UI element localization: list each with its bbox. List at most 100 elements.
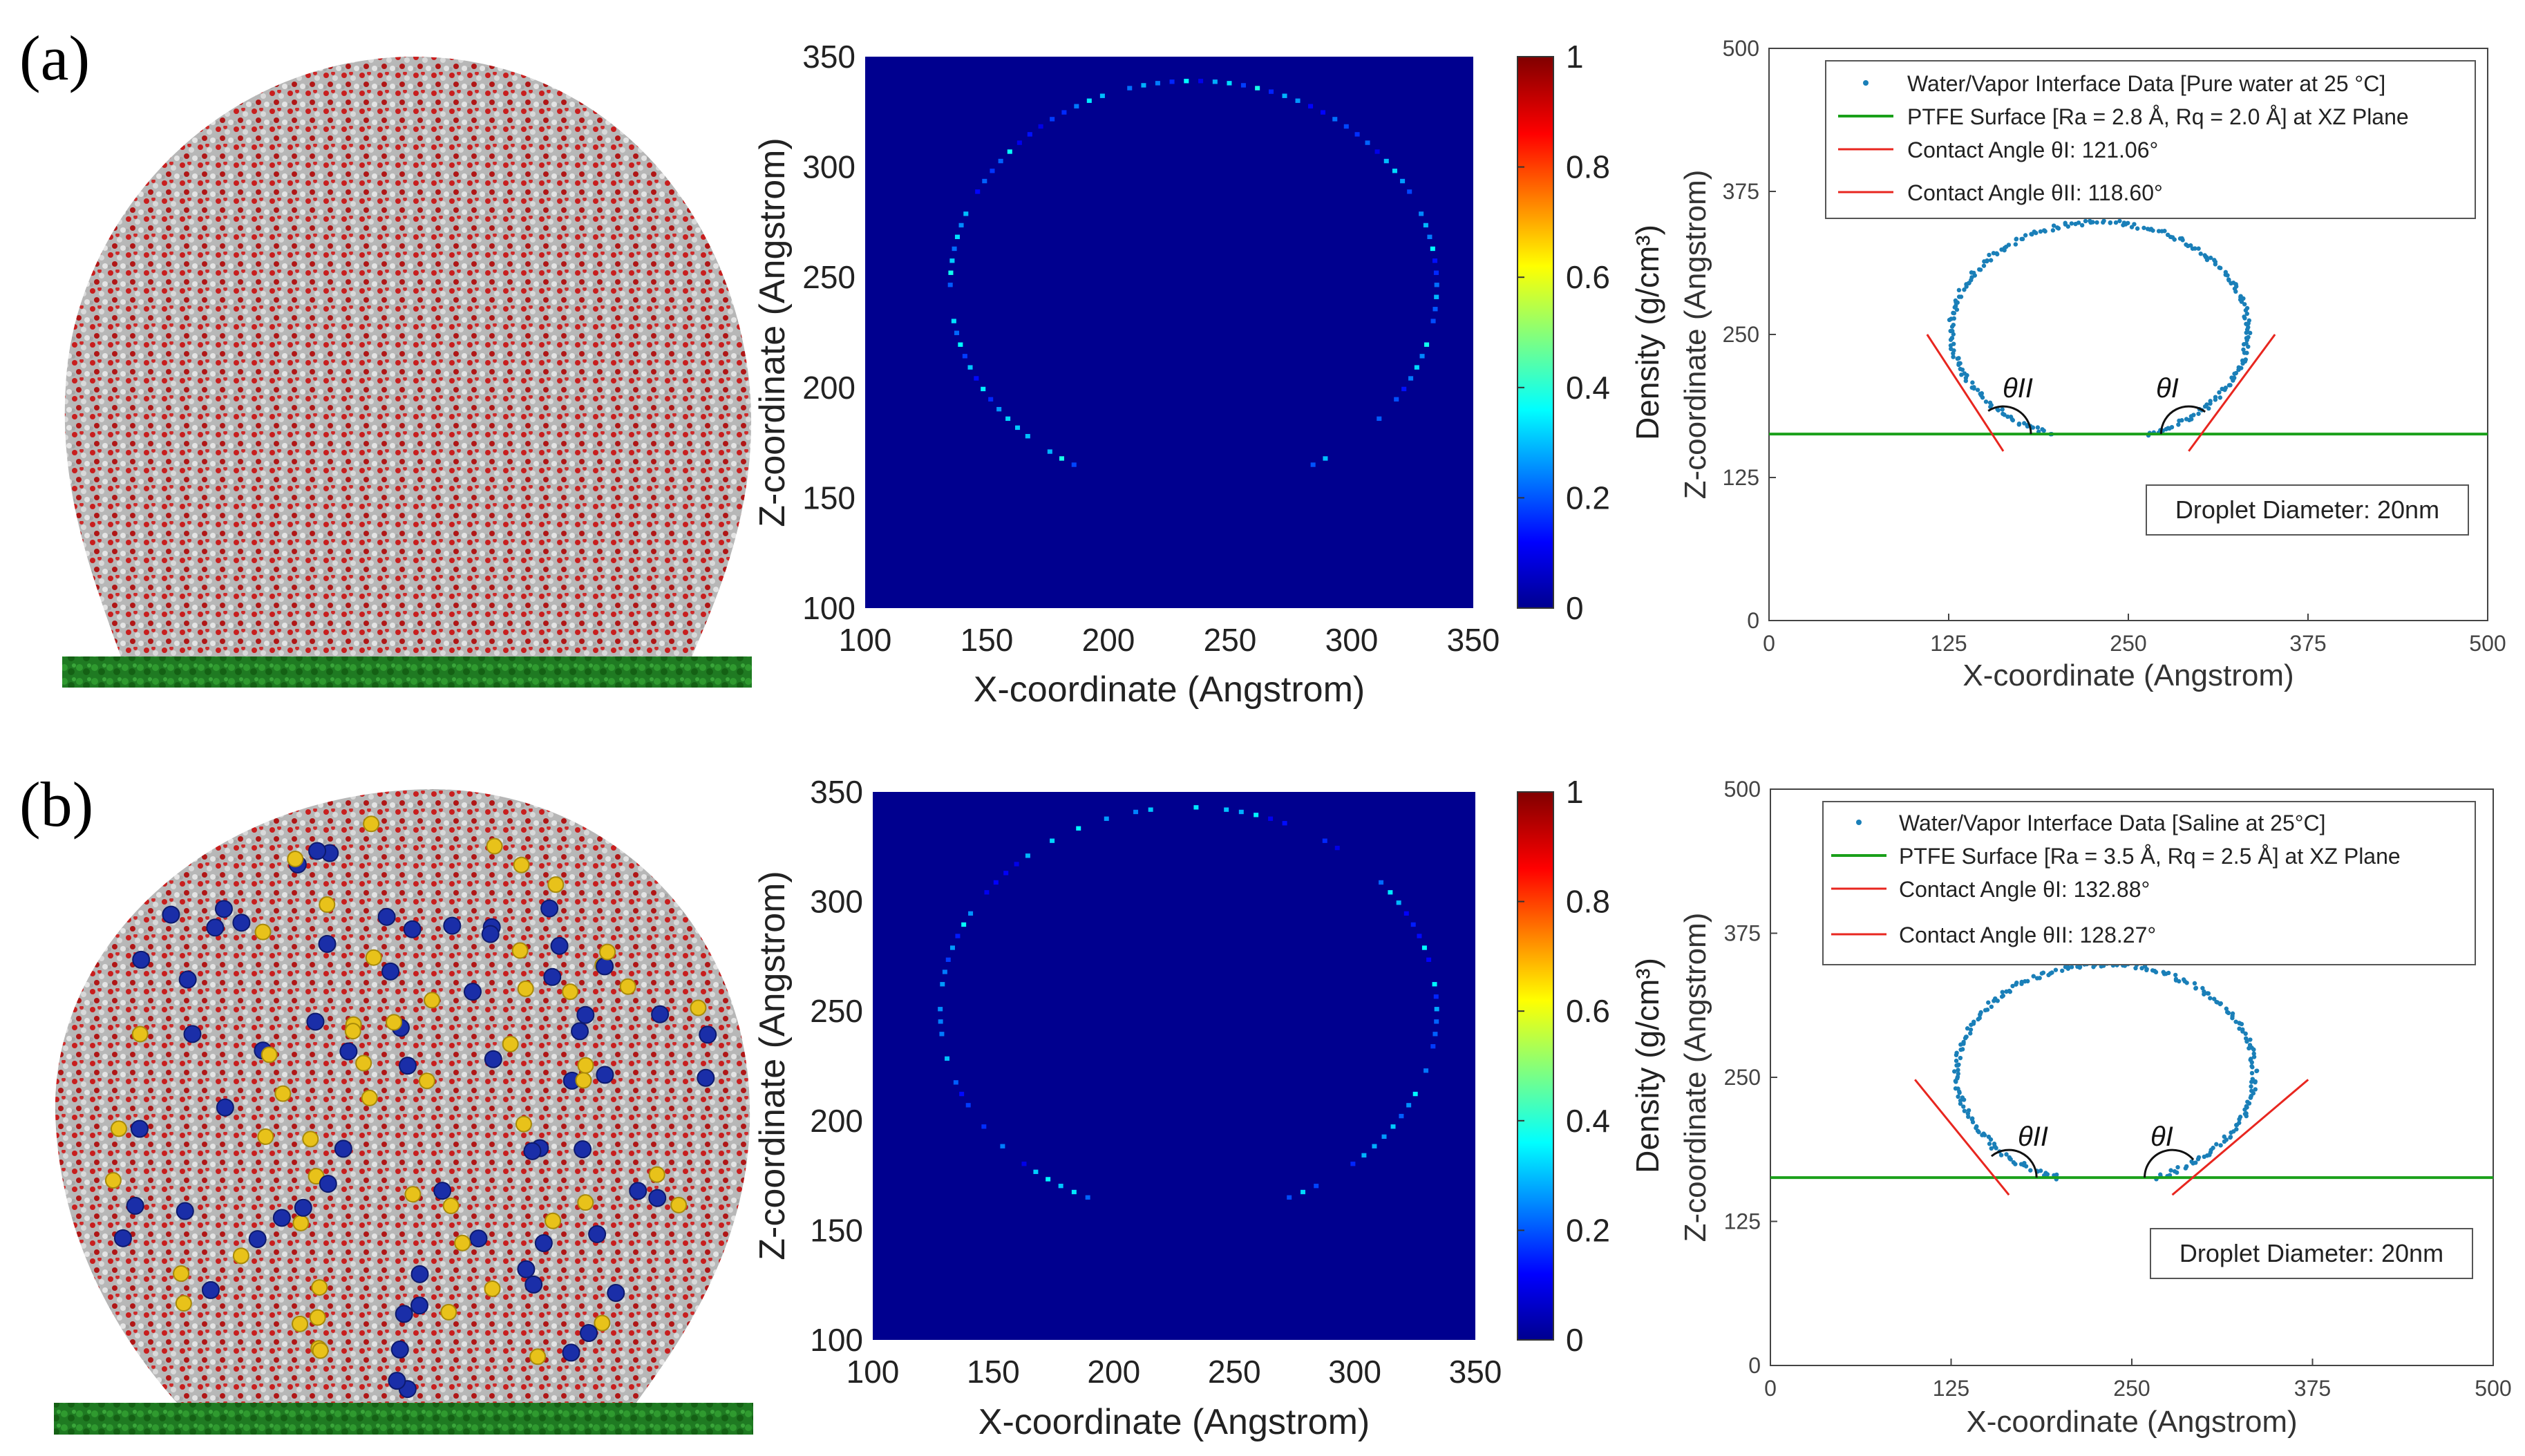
interface-point-b-207 [2249, 1084, 2253, 1089]
interface-point-b-157 [2184, 981, 2189, 985]
interface-point-a-50 [1948, 346, 1954, 352]
interface-point-a-209 [2246, 344, 2251, 349]
heatmap-cell-a-12 [958, 342, 963, 347]
sodium-ion [272, 1209, 291, 1227]
legend-marker-interface-b [1856, 820, 1862, 825]
heatmap-cell-b-49 [1433, 994, 1439, 999]
interface-point-b-52 [1953, 1086, 1958, 1091]
heatmap-cell-a-9 [974, 376, 979, 381]
panel-label-a: (a) [19, 23, 90, 93]
heatmap-cell-a-77 [1310, 462, 1316, 467]
sodium-ion [403, 920, 422, 938]
heatmap-cell-b-31 [1148, 807, 1153, 812]
colorbar-ticks-a: 0 0.2 0.4 0.6 0.8 1 [1517, 39, 1610, 626]
chloride-ion [486, 838, 503, 855]
interface-point-a-33 [1969, 385, 1974, 390]
contact-y-label-b: Z-coordinate (Angstrom) [1678, 913, 1712, 1242]
heatmap-cell-b-14 [938, 1007, 943, 1012]
interface-point-a-46 [1955, 356, 1960, 361]
panel-label-b: (b) [19, 769, 93, 840]
sodium-ion [648, 1189, 667, 1207]
heatmap-cell-a-49 [1320, 110, 1326, 115]
heatmap-cell-a-51 [1343, 124, 1349, 129]
heatmap-cell-a-20 [958, 223, 964, 228]
interface-point-b-184 [2240, 1029, 2245, 1034]
legend-entry-angle1-b: Contact Angle θI: 132.88° [1899, 877, 2150, 902]
interface-point-b-205 [2253, 1079, 2258, 1085]
interface-point-a-177 [2225, 273, 2230, 278]
chloride-ion [599, 943, 616, 961]
sodium-ion [334, 1140, 352, 1158]
heatmap-cell-a-43 [1240, 83, 1246, 88]
heatmap-cell-a-1 [1059, 456, 1064, 461]
interface-point-b-85 [1978, 1010, 1983, 1015]
interface-point-b-246 [2189, 1159, 2194, 1164]
sodium-ion [248, 1230, 267, 1249]
interface-point-b-146 [2153, 970, 2159, 975]
legend-entry-surface-b: PTFE Surface [Ra = 3.5 Å, Rq = 2.5 Å] at… [1899, 844, 2401, 869]
heatmap-cell-a-39 [1184, 79, 1189, 84]
diameter-frame-b [2150, 1228, 2473, 1279]
interface-point-b-249 [2183, 1166, 2188, 1171]
heatmap-cell-b-6 [1000, 1144, 1005, 1148]
interface-point-a-114 [2050, 228, 2056, 233]
chloride-ion [173, 1265, 190, 1283]
chloride-ion [232, 1247, 249, 1265]
heatmap-cell-b-29 [1104, 816, 1109, 821]
heatmap-cell-a-33 [1086, 98, 1092, 103]
interface-point-b-160 [2193, 985, 2199, 990]
interface-point-a-18 [2001, 411, 2005, 417]
heatmap-cell-b-28 [1076, 826, 1081, 831]
heatmap-y-label-b: Z-coordinate (Angstrom) [753, 871, 793, 1260]
interface-point-b-105 [2025, 978, 2030, 984]
heatmap-cell-a-65 [1434, 283, 1439, 287]
chloride-ion [365, 949, 382, 966]
sodium-ion [629, 1182, 647, 1200]
interface-point-b-64 [1958, 1055, 1963, 1061]
interface-point-a-68 [1954, 303, 1958, 308]
heatmap-cell-a-18 [952, 246, 957, 252]
heatmap-cell-a-57 [1400, 178, 1406, 184]
contact-x-tick-a-3: 375 [2289, 631, 2326, 656]
colorbar-tick-a-3: 0.6 [1566, 259, 1610, 295]
interface-point-a-235 [2208, 401, 2213, 406]
interface-point-b-88 [1989, 1004, 1994, 1010]
sodium-ion [540, 899, 559, 918]
interface-point-b-150 [2166, 970, 2171, 976]
heatmap-cell-b-44 [1410, 922, 1416, 927]
interface-point-b-193 [2251, 1051, 2256, 1056]
interface-point-b-28 [1986, 1134, 1992, 1140]
interface-point-a-24 [1989, 403, 1994, 408]
interface-point-a-100 [2006, 243, 2012, 247]
sodium-ion [178, 970, 197, 989]
interface-point-a-25 [1983, 399, 1989, 404]
heatmap-cell-a-3 [1025, 434, 1030, 439]
heatmap-cell-b-17 [945, 957, 951, 963]
heatmap-y-tick-b-1: 150 [810, 1212, 863, 1248]
interface-point-a-139 [2126, 220, 2130, 225]
heatmap-cell-b-27 [1050, 838, 1055, 843]
heatmap-cell-b-58 [1390, 1124, 1396, 1129]
interface-point-b-177 [2230, 1016, 2235, 1021]
heatmap-b: 100 150 200 250 300 350 100 150 200 250 300 350 X-… [753, 774, 1665, 1442]
heatmap-cell-b-15 [940, 982, 945, 987]
heatmap-cell-a-61 [1427, 234, 1432, 240]
heatmap-cell-a-6 [996, 406, 1002, 412]
contact-angle-line-a-2 [2188, 334, 2276, 452]
chloride-ion [454, 1234, 471, 1251]
interface-point-a-203 [2247, 330, 2253, 336]
heatmap-cell-b-30 [1133, 809, 1139, 815]
interface-point-b-9 [2028, 1168, 2033, 1173]
interface-point-a-90 [1985, 258, 1989, 264]
sodium-ion [381, 962, 400, 981]
heatmap-x-ticks-a: 100 150 200 250 300 350 [839, 622, 1500, 658]
contact-y-tick-a-4: 500 [1723, 36, 1759, 61]
chloride-ion [110, 1120, 127, 1137]
colorbar-label-b: Density (g/cm³) [1629, 958, 1665, 1173]
interface-point-a-246 [2184, 417, 2189, 422]
chloride-ion [424, 992, 441, 1009]
colorbar-tick-b-4: 0.8 [1566, 884, 1610, 920]
chloride-ion [386, 1014, 403, 1031]
heatmap-x-tick-a-4: 300 [1325, 622, 1379, 658]
heatmap-cell-b-55 [1412, 1091, 1418, 1097]
